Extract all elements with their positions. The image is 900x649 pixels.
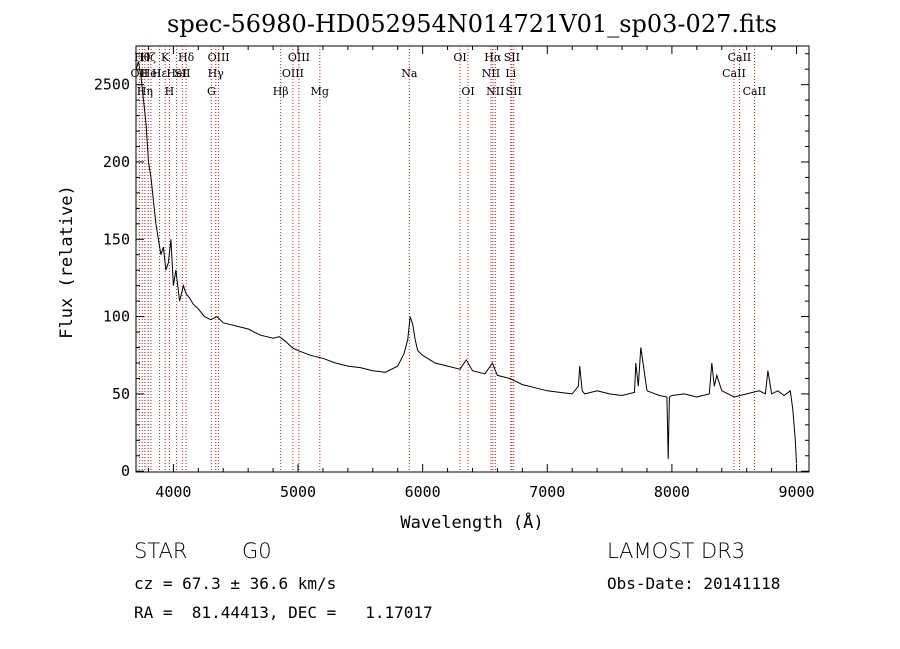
line-label-7: H — [165, 85, 175, 98]
line-label-4: HeI — [141, 67, 161, 80]
line-label-8: HeI — [166, 67, 186, 80]
line-label-6: K — [161, 51, 170, 64]
x-axis-label: Wavelength (Å) — [400, 511, 543, 533]
line-label-9: SII — [174, 67, 190, 80]
x-tick-label: 4000 — [155, 483, 191, 501]
line-label-17: Mg — [311, 85, 329, 98]
plot-frame — [135, 45, 810, 473]
line-label-15: OIII — [282, 67, 304, 80]
x-tick-label: 6000 — [405, 483, 441, 501]
spectrum-line — [135, 61, 797, 464]
line-label-28: CaII — [728, 51, 752, 64]
survey-name: LAMOST DR3 — [607, 539, 746, 563]
line-label-3: Hζ — [140, 51, 156, 64]
y-axis-ticks: 0 50 100 150 200 2500 — [94, 53, 809, 480]
line-label-24: Li — [505, 67, 516, 80]
y-tick-label: 150 — [103, 230, 130, 248]
line-label-19: OI — [453, 51, 466, 64]
line-label-18: Na — [401, 67, 418, 80]
line-label-0: OII — [131, 67, 149, 80]
line-label-2: Hη — [137, 85, 153, 98]
y-tick-label: 200 — [103, 153, 130, 171]
coordinates-text: RA = 81.44413, DEC = 1.17017 — [134, 603, 433, 622]
line-label-14: Hβ — [273, 85, 289, 98]
chart-title: spec-56980-HD052954N014721V01_sp03-027.f… — [167, 10, 777, 38]
object-class: STAR — [134, 539, 188, 563]
line-label-26: SII — [506, 85, 522, 98]
x-axis-ticks: 4000 5000 6000 7000 8000 9000 — [147, 46, 815, 501]
line-label-12: Hγ — [208, 67, 225, 80]
line-label-27: CaII — [722, 67, 746, 80]
object-subclass: G0 — [242, 539, 272, 563]
line-label-22: Hα — [484, 51, 502, 64]
redshift-text: cz = 67.3 ± 36.6 km/s — [134, 574, 337, 593]
x-tick-label: 7000 — [529, 483, 565, 501]
x-tick-label: 9000 — [778, 483, 814, 501]
y-tick-label: 50 — [112, 385, 130, 403]
line-label-25: SII — [504, 51, 520, 64]
line-label-11: G — [207, 85, 216, 98]
line-label-29: CaII — [743, 85, 767, 98]
y-tick-label: 0 — [121, 462, 130, 480]
line-label-21: NII — [482, 67, 500, 80]
line-label-20: OI — [461, 85, 474, 98]
spectral-line-markers — [138, 46, 755, 472]
line-label-13: OIII — [208, 51, 230, 64]
line-label-23: NII — [486, 85, 504, 98]
x-tick-label: 5000 — [280, 483, 316, 501]
line-label-5: Hε — [152, 67, 168, 80]
y-tick-label: 100 — [103, 308, 130, 326]
x-tick-label: 8000 — [654, 483, 690, 501]
line-label-10: Hδ — [178, 51, 195, 64]
obs-date-text: Obs-Date: 20141118 — [607, 574, 781, 593]
y-tick-label: 2500 — [94, 76, 130, 94]
y-axis-label: Flux (relative) — [57, 185, 77, 339]
line-label-16: OIII — [288, 51, 310, 64]
spectral-line-labels: OIIHθHηHζHeIHεKHHeISIIHδGHγOIIIHβOIIIOII… — [131, 51, 767, 98]
line-label-1: Hθ — [134, 51, 151, 64]
